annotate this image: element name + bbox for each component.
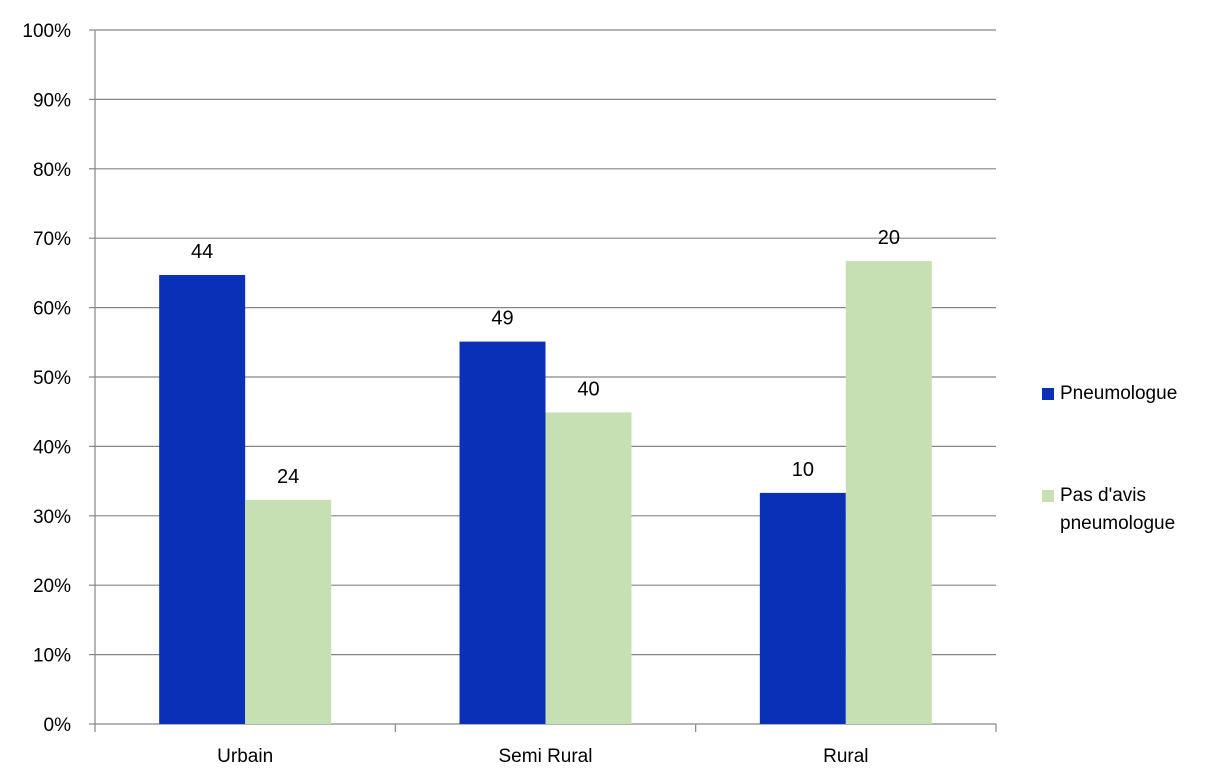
legend: Pneumologue Pas d'avis pneumologue	[1040, 380, 1212, 538]
data-label: 24	[277, 466, 299, 488]
bar	[245, 499, 332, 724]
data-label: 49	[491, 308, 513, 330]
y-tick-label: 100%	[22, 21, 71, 42]
bar	[159, 274, 246, 724]
legend-swatch-pneumologue	[1042, 388, 1054, 400]
y-tick-label: 60%	[33, 299, 71, 320]
y-tick-label: 80%	[33, 160, 71, 181]
data-label: 44	[191, 241, 213, 263]
legend-label: Pneumologue	[1060, 383, 1178, 404]
y-tick-label: 30%	[33, 507, 71, 528]
legend-swatch-pas-d-avis	[1042, 490, 1054, 502]
x-tick-label: Urbain	[217, 746, 273, 767]
legend-label: Pas d'avis pneumologue	[1060, 485, 1176, 534]
y-tick-label: 10%	[33, 646, 71, 667]
y-tick-label: 70%	[33, 229, 71, 250]
x-tick-label: Semi Rural	[499, 746, 593, 767]
y-tick-label: 90%	[33, 90, 71, 111]
y-tick-label: 50%	[33, 368, 71, 389]
data-labels: 44 24 49 40 10 20	[191, 227, 900, 488]
bars	[159, 261, 932, 724]
bar	[759, 492, 846, 724]
y-axis-ticks: 0% 10% 20% 30% 40% 50% 60% 70% 80% 90% 100%	[22, 21, 71, 736]
bar	[545, 412, 632, 724]
y-tick-label: 0%	[44, 715, 72, 736]
x-axis-ticks: Urbain Semi Rural Rural	[217, 746, 868, 767]
y-tick-label: 40%	[33, 437, 71, 458]
bar	[459, 341, 546, 724]
x-tick-label: Rural	[823, 746, 868, 767]
data-label: 40	[577, 378, 599, 400]
legend-item-pas-d-avis-pneumologue: Pas d'avis pneumologue	[1040, 482, 1212, 538]
bar	[845, 261, 932, 724]
data-label: 10	[792, 459, 814, 481]
y-tick-label: 20%	[33, 576, 71, 597]
data-label: 20	[878, 227, 900, 249]
legend-item-pneumologue: Pneumologue	[1040, 380, 1212, 408]
